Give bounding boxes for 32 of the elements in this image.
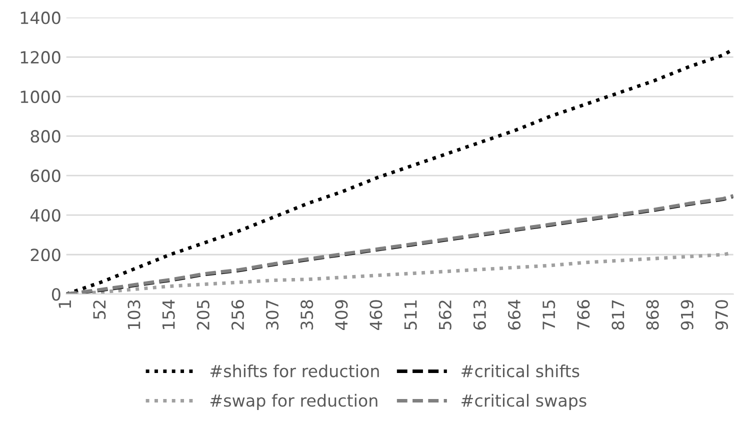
y-tick-label: 600 bbox=[30, 170, 60, 182]
y-tick-label: 1000 bbox=[20, 90, 60, 104]
x-tick-label: 562 bbox=[438, 300, 452, 330]
legend-label: #shifts for reduction bbox=[210, 364, 379, 378]
x-tick-label: 52 bbox=[93, 300, 106, 319]
y-tick-label: 1400 bbox=[20, 12, 60, 24]
x-tick-label: 817 bbox=[612, 300, 624, 330]
x-tick-label: 205 bbox=[196, 300, 210, 330]
legend-label: #critical swaps bbox=[462, 394, 586, 410]
y-tick-label: 200 bbox=[30, 248, 60, 262]
x-tick-label: 460 bbox=[370, 300, 382, 330]
x-tick-label: 103 bbox=[128, 300, 140, 329]
x-tick-label: 766 bbox=[577, 300, 590, 330]
x-tick-label: 970 bbox=[715, 300, 728, 330]
y-tick-label: 1200 bbox=[20, 51, 60, 64]
legend-label: #swap for reduction bbox=[210, 394, 378, 410]
x-tick-label: 919 bbox=[680, 300, 694, 330]
x-tick-label: 256 bbox=[231, 300, 244, 330]
x-tick-label: 511 bbox=[404, 300, 417, 330]
x-tick-label: 358 bbox=[300, 300, 314, 330]
x-tick-label: 154 bbox=[162, 300, 175, 329]
x-tick-label: 664 bbox=[508, 300, 521, 330]
legend-label: #critical shifts bbox=[462, 364, 580, 378]
x-tick-label: 715 bbox=[542, 300, 556, 330]
x-tick-label: 868 bbox=[646, 300, 659, 330]
x-tick-label: 409 bbox=[335, 300, 348, 330]
y-tick-label: 0 bbox=[52, 288, 60, 301]
x-tick-label: 613 bbox=[473, 300, 486, 330]
y-tick-label: 800 bbox=[30, 130, 60, 143]
y-tick-label: 400 bbox=[30, 209, 60, 222]
x-tick-label: 307 bbox=[266, 300, 279, 330]
x-tick-label: 1 bbox=[58, 300, 71, 308]
